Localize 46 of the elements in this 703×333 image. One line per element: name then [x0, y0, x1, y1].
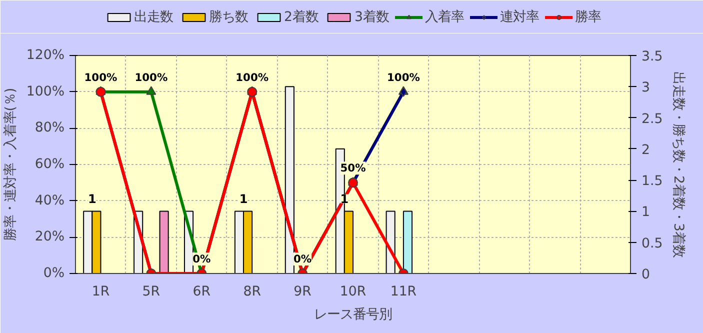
y-tick-label: 0%	[43, 266, 65, 281]
y2-tick-label: 1.5	[642, 174, 663, 190]
x-tick-label: 9R	[294, 284, 312, 300]
point	[146, 86, 156, 95]
legend-label: 入着率	[424, 8, 464, 26]
y2-tick-label: 0	[642, 268, 650, 282]
y-tick-label: 80%	[34, 120, 64, 136]
y2-tick-label: 2	[642, 142, 650, 158]
y-tick-label: 120%	[26, 48, 65, 63]
data-label: 1	[239, 192, 248, 206]
y-tick-label: 40%	[34, 193, 64, 208]
data-label: 0%	[294, 252, 312, 266]
data-label: 100%	[84, 70, 118, 84]
legend-label: 2着数	[284, 8, 318, 26]
y-tick-label: 100%	[26, 84, 65, 100]
data-label: 1	[88, 192, 96, 206]
data-label: 100%	[134, 70, 168, 84]
x-axis-title: レース番号別	[314, 308, 392, 322]
x-tick-label: 10R	[340, 284, 366, 300]
data-label: 50%	[340, 162, 366, 175]
x-tick-label: 6R	[192, 284, 211, 300]
legend-label: 出走数	[134, 8, 174, 26]
y2-tick-label: 3.5	[642, 50, 663, 64]
x-tick-label: 5R	[142, 284, 160, 300]
y-tick-label: 60%	[34, 157, 64, 172]
y-tick-label: 20%	[34, 230, 64, 245]
y2-tick-label: 1	[642, 205, 650, 220]
x-tick-label: 11R	[390, 284, 417, 300]
y2-tick-label: 3	[642, 80, 650, 96]
y2-tick-label: 0.5	[642, 236, 663, 252]
bar	[284, 86, 294, 274]
bar	[402, 210, 413, 274]
data-label: 100%	[386, 70, 420, 84]
legend-label: 連対率	[500, 8, 539, 26]
bar	[159, 210, 169, 274]
y2-axis-title: 出走数・勝ち数・2着数・3着数	[670, 72, 687, 258]
data-label: 0%	[192, 252, 212, 266]
x-tick-label: 1R	[92, 284, 110, 300]
y-axis-title: 勝率・連対率・入着率(％)	[2, 88, 18, 242]
legend-label: 勝ち数	[209, 8, 248, 26]
data-label: 100%	[236, 70, 269, 84]
legend-label: 3着数	[354, 8, 389, 26]
legend-label: 勝率	[574, 8, 601, 26]
y2-tick-label: 2.5	[642, 112, 663, 127]
x-tick-label: 8R	[243, 284, 261, 300]
data-label: 1	[340, 192, 349, 206]
